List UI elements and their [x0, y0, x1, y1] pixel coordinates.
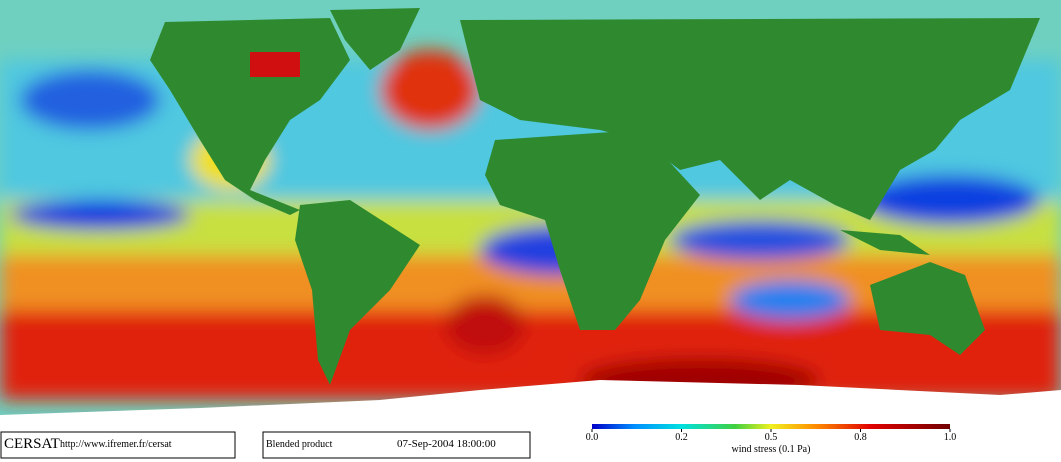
logo: CERSAT [4, 436, 60, 452]
hotspot [250, 52, 300, 77]
colorbar-tick-label: 0.8 [854, 432, 867, 443]
colorbar [592, 424, 950, 429]
logo-box [0, 431, 236, 459]
datetime: 07-Sep-2004 18:00:00 [397, 438, 496, 450]
colorbar-tick-label: 1.0 [944, 432, 957, 443]
product-box [262, 431, 531, 459]
url: http://www.ifremer.fr/cersat [60, 439, 172, 450]
colorbar-tick-label: 0.0 [586, 432, 599, 443]
antarctica [0, 380, 1061, 430]
product: Blended product [266, 439, 333, 450]
colorbar-tick-label: 0.5 [765, 432, 778, 443]
colorbar-tick-label: 0.2 [675, 432, 688, 443]
colorbar-label: wind stress (0.1 Pa) [732, 444, 811, 455]
